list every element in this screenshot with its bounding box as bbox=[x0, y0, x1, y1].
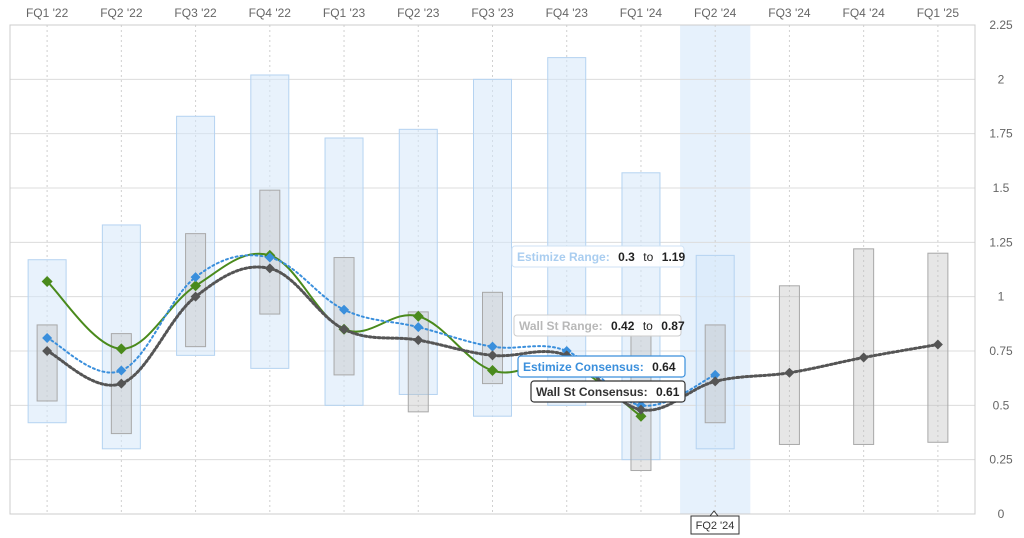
tooltip-estimize-range-low: 0.3 bbox=[618, 250, 635, 264]
tooltip-wall-st-range-low: 0.42 bbox=[611, 319, 635, 333]
estimize-consensus-point bbox=[339, 304, 350, 315]
wall-st-consensus-point bbox=[42, 346, 53, 356]
wall-st-consensus-point bbox=[932, 339, 943, 350]
x-tick-label: FQ1 '23 bbox=[323, 6, 366, 20]
wall-st-range-bar bbox=[36, 324, 58, 402]
estimize-consensus-point bbox=[264, 252, 275, 263]
tooltip-wall-st-range-text: Wall St Range: 0.42 to 0.87 bbox=[519, 317, 685, 334]
cursor-x-label: FQ2 '24 bbox=[690, 510, 740, 535]
estimize-consensus-point bbox=[487, 341, 498, 352]
x-tick-label: FQ2 '23 bbox=[397, 6, 440, 20]
tooltip-estimize-range-text: Estimize Range: 0.3 to 1.19 bbox=[517, 248, 685, 265]
x-tick-label: FQ1 '25 bbox=[917, 6, 960, 20]
x-tick-label: FQ4 '23 bbox=[546, 6, 589, 20]
wall-st-range-bar bbox=[333, 257, 355, 376]
actual-point bbox=[190, 280, 202, 292]
x-axis-ticks: FQ1 '22 FQ2 '22 FQ3 '22 FQ4 '22 FQ1 '23 FQ2 '… bbox=[26, 6, 959, 20]
y-tick-label: 0.5 bbox=[993, 398, 1010, 412]
y-axis-ticks: 0 0.25 0.5 0.75 1 1.25 1.5 1.75 2 2.25 bbox=[989, 18, 1013, 521]
cursor-x-label-text: FQ2 '24 bbox=[696, 520, 735, 532]
estimize-range-bar bbox=[695, 254, 735, 450]
plot-frame bbox=[9, 24, 976, 515]
tooltip-wall-st-consensus: Wall St Consensus: 0.61 bbox=[530, 380, 686, 403]
x-tick-label: FQ3 '24 bbox=[768, 6, 811, 20]
cursor-x-label-pointer bbox=[708, 510, 720, 517]
wall-st-consensus-point bbox=[784, 367, 795, 378]
actual-point bbox=[115, 343, 127, 355]
y-tick-label: 0 bbox=[998, 507, 1005, 521]
wall-st-consensus-point bbox=[190, 291, 201, 302]
wall-st-range-bar bbox=[482, 291, 503, 385]
tooltip-estimize-consensus-value: 0.64 bbox=[652, 360, 676, 374]
tooltip-estimize-range-label: Estimize Range: bbox=[517, 250, 610, 264]
actual-point bbox=[41, 275, 53, 287]
wall-st-consensus-point bbox=[116, 378, 127, 389]
tooltip-estimize-range: Estimize Range: 0.3 to 1.19 bbox=[511, 245, 685, 268]
tooltip-estimize-consensus-box bbox=[517, 355, 686, 378]
tooltip-wall-st-range-high: 0.87 bbox=[661, 319, 685, 333]
estimize-range-bar bbox=[250, 74, 290, 369]
wall-st-consensus-point bbox=[635, 404, 646, 415]
tooltip-estimize-consensus-text: Estimize Consensus: 0.64 bbox=[523, 358, 676, 375]
estimize-range-bar bbox=[101, 224, 141, 450]
estimize-consensus-point bbox=[190, 272, 201, 283]
wall-st-consensus-point bbox=[710, 376, 721, 387]
x-tick-label: FQ1 '22 bbox=[26, 6, 69, 20]
y-tick-label: 1.75 bbox=[989, 127, 1013, 141]
y-tick-label: 1.5 bbox=[993, 181, 1010, 195]
wall-st-consensus-point bbox=[858, 352, 869, 363]
tooltip-estimize-consensus: Estimize Consensus: 0.64 bbox=[517, 355, 686, 378]
tooltip-wall-st-range-box bbox=[513, 314, 682, 337]
wall-st-consensus-point bbox=[413, 335, 424, 346]
estimize-consensus-point bbox=[413, 322, 424, 333]
tooltip-wall-st-range-label: Wall St Range: bbox=[519, 319, 603, 333]
actual-point bbox=[412, 310, 424, 322]
estimize-range-bar bbox=[398, 128, 438, 395]
wall-st-consensus-point bbox=[339, 324, 350, 335]
x-tick-label: FQ4 '24 bbox=[842, 6, 885, 20]
tooltip-wall-st-consensus-label: Wall St Consensus: bbox=[536, 385, 648, 399]
estimize-range-bar bbox=[176, 115, 216, 356]
y-tick-label: 2 bbox=[998, 72, 1005, 86]
x-tick-label: FQ1 '24 bbox=[620, 6, 663, 20]
y-tick-label: 0.25 bbox=[989, 453, 1013, 467]
estimize-range-bar bbox=[324, 137, 364, 406]
wall-st-consensus-point bbox=[487, 350, 498, 361]
wall-st-range-bar bbox=[778, 285, 800, 445]
wall-st-range-bar bbox=[853, 248, 875, 445]
tooltip-wall-st-range: Wall St Range: 0.42 to 0.87 bbox=[513, 314, 685, 337]
x-tick-label: FQ2 '24 bbox=[694, 6, 737, 20]
estimize-consensus-point bbox=[42, 332, 53, 343]
wall-st-consensus-point bbox=[264, 263, 275, 274]
x-tick-label: FQ3 '22 bbox=[174, 6, 217, 20]
y-tick-label: 1.25 bbox=[989, 235, 1013, 249]
tooltip-wall-st-consensus-value: 0.61 bbox=[656, 385, 680, 399]
tooltip-estimize-consensus-label: Estimize Consensus: bbox=[523, 360, 644, 374]
tooltip-wall-st-consensus-box bbox=[530, 380, 686, 403]
tooltip-estimize-range-box bbox=[511, 245, 685, 268]
tooltip-wall-st-consensus-text: Wall St Consensus: 0.61 bbox=[536, 383, 680, 400]
tooltip-estimize-range-high: 1.19 bbox=[662, 250, 686, 264]
estimize-consensus-point bbox=[116, 365, 127, 376]
wall-st-consensus-line bbox=[45, 265, 940, 412]
x-tick-label: FQ3 '23 bbox=[471, 6, 514, 20]
tooltip-estimize-range-to: to bbox=[643, 250, 653, 264]
y-tick-label: 1 bbox=[998, 290, 1005, 304]
y-tick-label: 2.25 bbox=[989, 18, 1013, 32]
actual-point bbox=[635, 410, 647, 422]
tooltip-wall-st-range-to: to bbox=[643, 319, 653, 333]
x-tick-label: FQ2 '22 bbox=[100, 6, 143, 20]
x-tick-label: FQ4 '22 bbox=[249, 6, 292, 20]
y-tick-label: 0.75 bbox=[989, 344, 1013, 358]
actual-point bbox=[487, 365, 498, 377]
estimize-consensus-point bbox=[710, 369, 721, 380]
